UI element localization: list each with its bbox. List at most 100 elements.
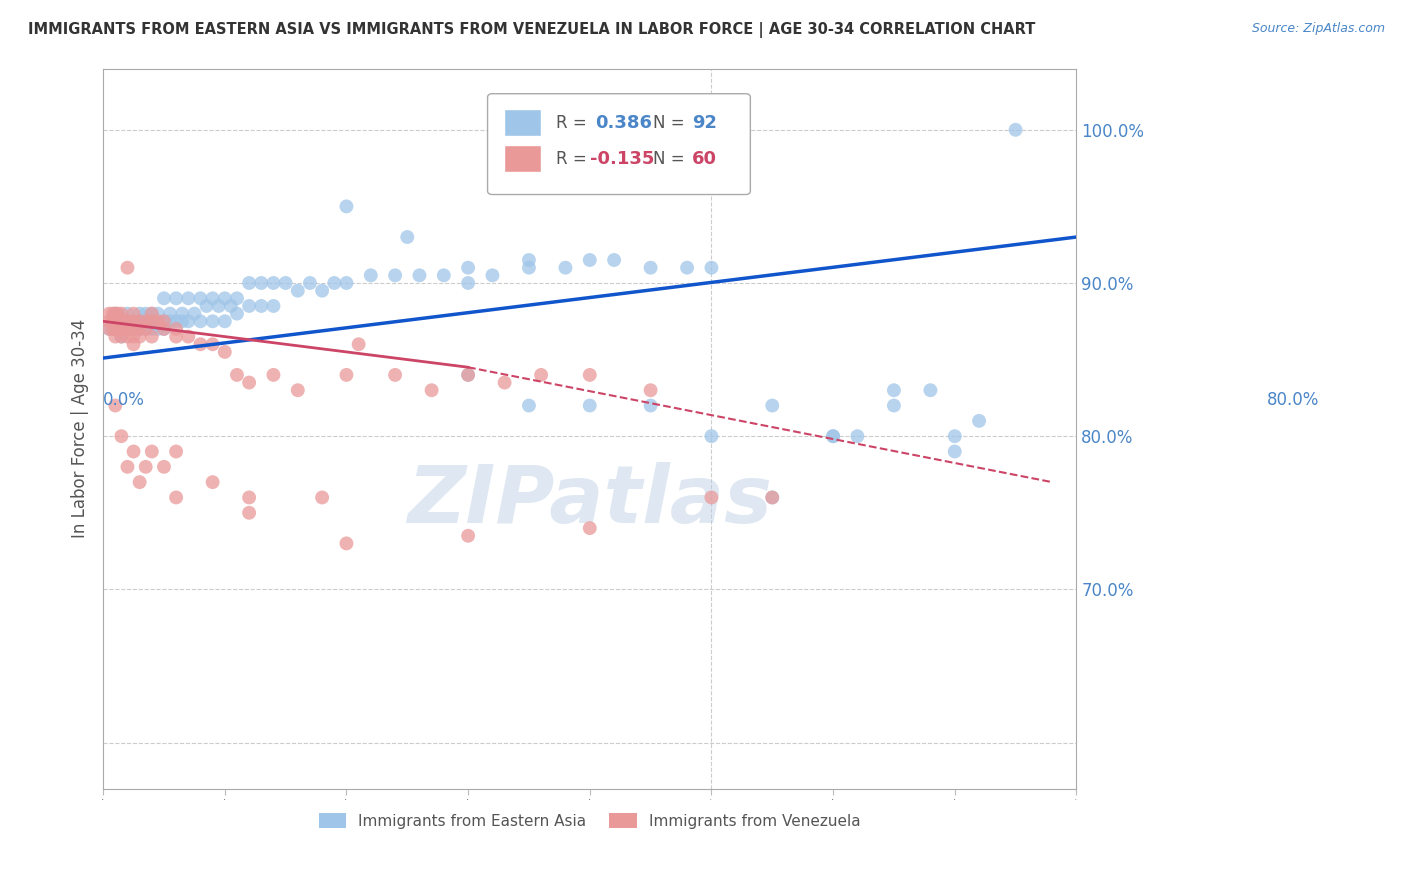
Point — [122, 314, 145, 328]
Point — [135, 322, 157, 336]
Point — [117, 260, 139, 275]
Point — [420, 383, 443, 397]
Point — [201, 337, 224, 351]
Text: Source: ZipAtlas.com: Source: ZipAtlas.com — [1251, 22, 1385, 36]
Point — [517, 399, 540, 413]
Point — [603, 252, 626, 267]
Point — [104, 322, 127, 336]
Point — [117, 307, 139, 321]
Point — [153, 322, 176, 336]
Point — [457, 368, 479, 382]
Point — [226, 368, 249, 382]
Point — [943, 429, 966, 443]
FancyBboxPatch shape — [488, 94, 751, 194]
Point — [311, 491, 333, 505]
Point — [578, 521, 600, 535]
Point — [846, 429, 869, 443]
Point — [153, 314, 176, 328]
Point — [110, 429, 132, 443]
Point — [481, 268, 503, 283]
Point — [159, 314, 181, 328]
Point — [1004, 123, 1026, 137]
Point — [135, 307, 157, 321]
Point — [153, 322, 176, 336]
Point — [153, 291, 176, 305]
Point — [761, 491, 783, 505]
Text: 80.0%: 80.0% — [1267, 391, 1320, 409]
Point — [517, 252, 540, 267]
Bar — [505, 145, 541, 172]
Text: N =: N = — [652, 113, 685, 131]
Point — [128, 314, 150, 328]
Point — [578, 399, 600, 413]
Point — [104, 399, 127, 413]
Point — [457, 529, 479, 543]
Point — [640, 260, 662, 275]
Point — [335, 276, 357, 290]
Point — [135, 459, 157, 474]
Point — [335, 368, 357, 382]
Point — [135, 314, 157, 328]
Point — [141, 314, 163, 328]
Point — [494, 376, 516, 390]
Point — [114, 314, 136, 328]
Point — [262, 276, 284, 290]
Point — [208, 299, 231, 313]
Point — [250, 276, 273, 290]
Point — [177, 291, 200, 305]
Point — [578, 252, 600, 267]
Point — [578, 368, 600, 382]
Point — [122, 322, 145, 336]
Point — [761, 491, 783, 505]
Point — [122, 337, 145, 351]
Point — [159, 307, 181, 321]
Point — [141, 307, 163, 321]
Point — [165, 291, 187, 305]
Point — [101, 307, 124, 321]
Point — [128, 307, 150, 321]
Point — [238, 376, 260, 390]
Point — [214, 291, 236, 305]
Point — [135, 322, 157, 336]
Point — [262, 368, 284, 382]
Point — [226, 291, 249, 305]
Point — [190, 291, 212, 305]
Point — [554, 260, 576, 275]
Point — [107, 314, 129, 328]
Point — [967, 414, 990, 428]
Point — [153, 459, 176, 474]
Y-axis label: In Labor Force | Age 30-34: In Labor Force | Age 30-34 — [72, 319, 89, 538]
Text: 60: 60 — [692, 150, 717, 168]
Point — [107, 307, 129, 321]
Point — [122, 322, 145, 336]
Text: R =: R = — [555, 113, 586, 131]
Point — [201, 291, 224, 305]
Point — [117, 329, 139, 343]
Point — [104, 314, 127, 328]
Point — [530, 368, 553, 382]
Text: 0.0%: 0.0% — [103, 391, 145, 409]
Point — [201, 314, 224, 328]
Point — [517, 260, 540, 275]
Point — [122, 322, 145, 336]
Point — [146, 314, 169, 328]
Point — [122, 329, 145, 343]
Point — [177, 329, 200, 343]
Point — [920, 383, 942, 397]
Point — [101, 322, 124, 336]
Point — [165, 491, 187, 505]
Point — [141, 444, 163, 458]
Text: IMMIGRANTS FROM EASTERN ASIA VS IMMIGRANTS FROM VENEZUELA IN LABOR FORCE | AGE 3: IMMIGRANTS FROM EASTERN ASIA VS IMMIGRAN… — [28, 22, 1035, 38]
Point — [141, 314, 163, 328]
Point — [128, 314, 150, 328]
Point — [287, 383, 309, 397]
Point — [104, 314, 127, 328]
Point — [98, 314, 121, 328]
Point — [347, 337, 370, 351]
Point — [219, 299, 242, 313]
Point — [700, 260, 723, 275]
Point — [214, 314, 236, 328]
Point — [110, 329, 132, 343]
Point — [110, 322, 132, 336]
Point — [110, 329, 132, 343]
